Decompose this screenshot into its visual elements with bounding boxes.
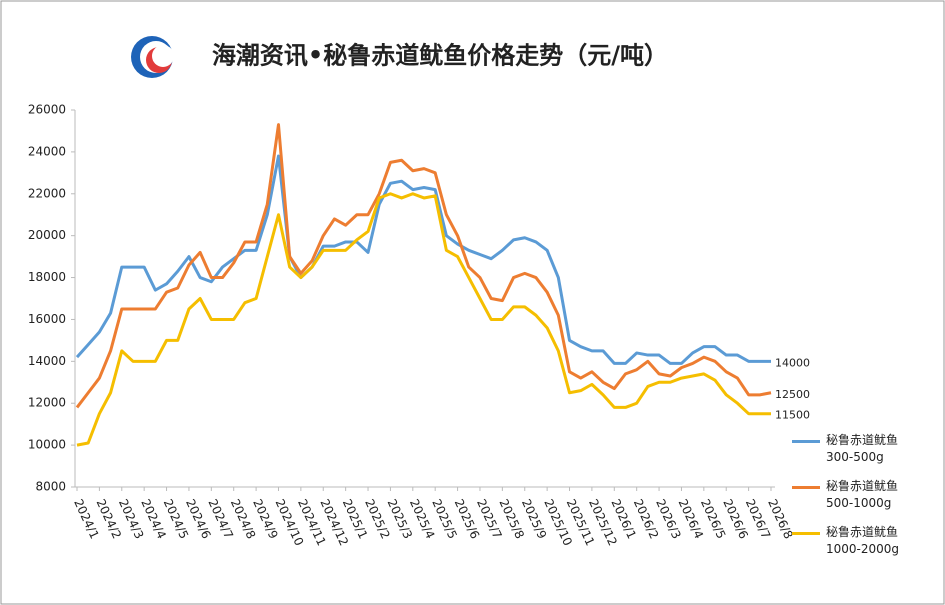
y-tick-label: 24000 bbox=[28, 144, 66, 158]
y-tick-label: 14000 bbox=[28, 354, 66, 368]
y-tick-label: 10000 bbox=[28, 438, 66, 452]
legend: 秘鲁赤道鱿鱼 300-500g 秘鲁赤道鱿鱼 500-1000g 秘鲁赤道鱿鱼 10… bbox=[792, 432, 932, 570]
legend-swatch bbox=[792, 486, 820, 489]
legend-item: 秘鲁赤道鱿鱼 1000-2000g bbox=[792, 524, 932, 558]
y-tick-label: 16000 bbox=[28, 312, 66, 326]
end-label: 14000 bbox=[775, 356, 810, 369]
y-tick-label: 8000 bbox=[35, 480, 66, 494]
y-tick-label: 12000 bbox=[28, 396, 66, 410]
legend-item: 秘鲁赤道鱿鱼 300-500g bbox=[792, 432, 932, 466]
legend-swatch bbox=[792, 440, 820, 443]
line bbox=[75, 123, 772, 409]
y-tick-label: 20000 bbox=[28, 228, 66, 242]
y-tick-label: 26000 bbox=[28, 103, 66, 117]
logo bbox=[131, 36, 174, 78]
legend-swatch bbox=[792, 532, 820, 535]
line bbox=[76, 192, 771, 447]
chart-title: 海潮资讯•秘鲁赤道鱿鱼价格走势（元/吨） bbox=[212, 41, 668, 70]
end-label: 12500 bbox=[775, 388, 810, 401]
legend-label: 秘鲁赤道鱿鱼 500-1000g bbox=[826, 479, 899, 510]
y-tick-label: 18000 bbox=[28, 270, 66, 284]
end-label: 11500 bbox=[775, 409, 810, 422]
legend-label: 秘鲁赤道鱿鱼 1000-2000g bbox=[826, 525, 900, 556]
line bbox=[75, 154, 771, 365]
y-tick-label: 22000 bbox=[28, 186, 66, 200]
legend-item: 秘鲁赤道鱿鱼 500-1000g bbox=[792, 478, 932, 512]
legend-label: 秘鲁赤道鱿鱼 300-500g bbox=[826, 433, 899, 464]
